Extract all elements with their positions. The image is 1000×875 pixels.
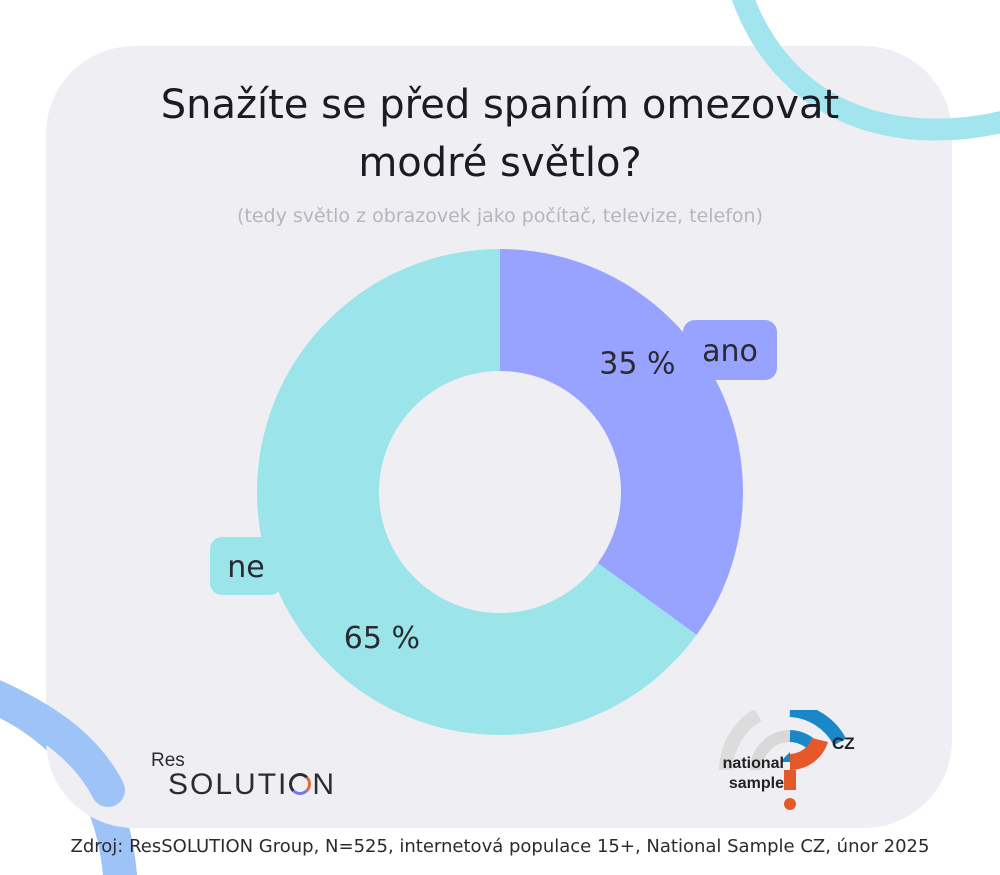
category-callout-ano xyxy=(683,320,777,380)
category-label-ano: ano xyxy=(702,334,758,369)
ressolution-logo-text-a: SOLUTI xyxy=(168,768,289,801)
category-callout-ne xyxy=(210,537,282,595)
ns-line-2: sample xyxy=(728,775,784,792)
ressolution-logo: SOLUTI N xyxy=(168,768,336,802)
donut-slice-ano xyxy=(500,249,743,635)
ressolution-logo-text-b: N xyxy=(312,768,337,801)
source-note: Zdroj: ResSOLUTION Group, N=525, interne… xyxy=(70,836,930,857)
ressolution-o-icon xyxy=(289,773,312,795)
donut-slice-ne xyxy=(256,249,697,735)
national-sample-country: CZ xyxy=(832,734,855,753)
chart-title: Snažíte se před spaním omezovat modré sv… xyxy=(0,76,1000,192)
category-label-ne: ne xyxy=(227,550,264,585)
value-label-ne: 65 % xyxy=(344,621,420,656)
ressolution-logo-res: Res xyxy=(151,750,185,771)
national-sample-logo-text: national sample xyxy=(712,754,784,794)
national-sample-logo-icon xyxy=(719,710,847,810)
chart-title-line-2: modré světlo? xyxy=(358,140,642,186)
ns-line-1: national xyxy=(722,755,784,772)
value-label-ano: 35 % xyxy=(599,347,675,382)
chart-title-line-1: Snažíte se před spaním omezovat xyxy=(160,82,840,128)
chart-subtitle: (tedy světlo z obrazovek jako počítač, t… xyxy=(236,205,764,227)
